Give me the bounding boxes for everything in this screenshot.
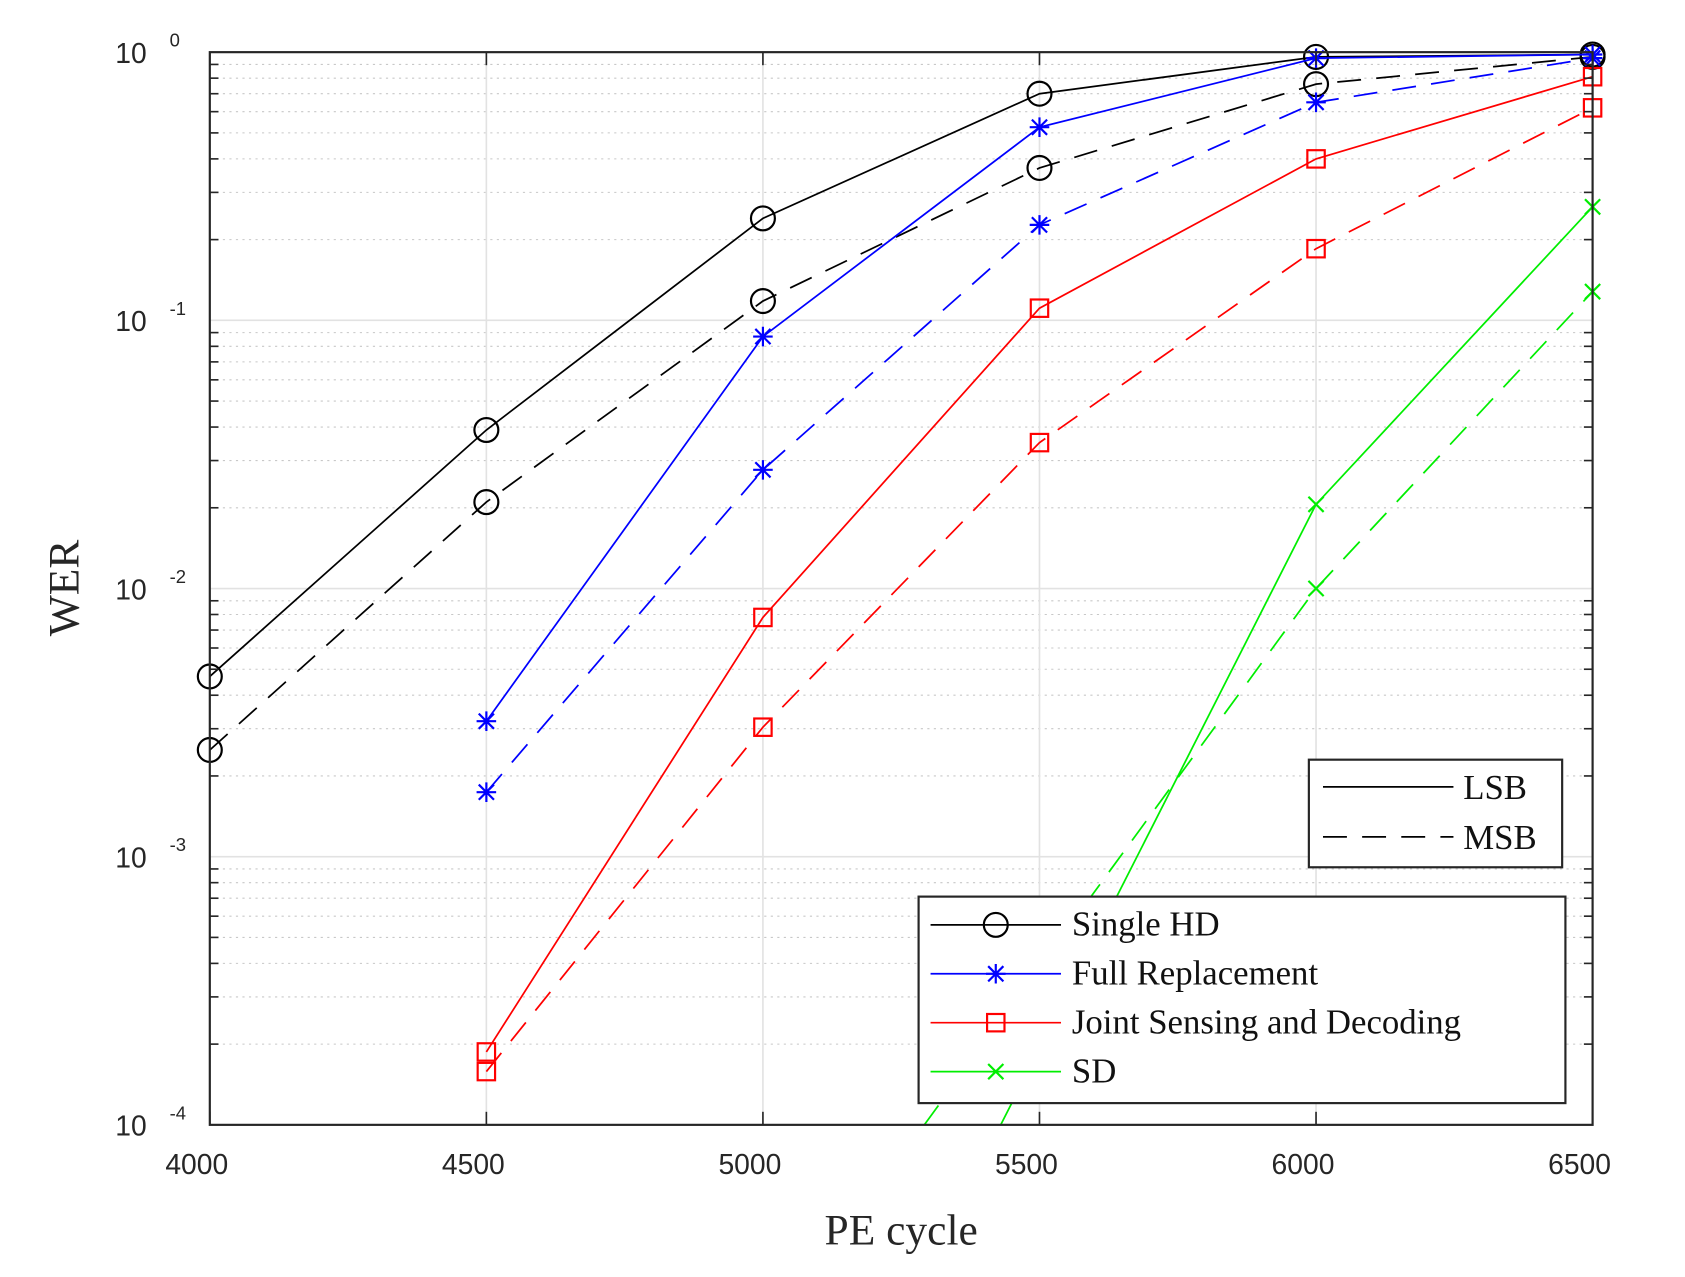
- asterisk-marker: [753, 460, 773, 480]
- square-marker: [476, 1042, 497, 1062]
- square-marker: [1029, 298, 1050, 318]
- legend-box: [917, 895, 1567, 1105]
- series-single-hd-msb: [196, 43, 1606, 764]
- x-tick-label: 6500: [1548, 1148, 1611, 1180]
- legend-method: Single HD Full Replacement Joint Sensing a…: [917, 895, 1567, 1105]
- y-tick-label-base: 10: [115, 37, 146, 69]
- y-tick-label-base: 10: [115, 842, 146, 874]
- x-tick-label: 4000: [165, 1148, 228, 1180]
- legend-label: Single HD: [1072, 905, 1220, 944]
- series-single-hd-lsb: [196, 41, 1606, 690]
- y-tick-label-exponent: 0: [170, 30, 180, 51]
- circle-marker: [1026, 154, 1053, 182]
- circle-marker: [982, 911, 1009, 938]
- legend-label: LSB: [1463, 768, 1527, 807]
- y-tick-label-exponent: -4: [170, 1102, 186, 1123]
- circle-marker: [473, 416, 500, 444]
- asterisk-marker: [985, 963, 1006, 984]
- square-marker: [985, 1012, 1006, 1033]
- x-axis-label: PE cycle: [825, 1206, 978, 1254]
- asterisk-marker: [476, 711, 497, 731]
- y-tick-label-exponent: -2: [170, 566, 186, 587]
- y-tick-label-exponent: -1: [170, 298, 186, 319]
- y-tick-label-exponent: -3: [170, 834, 186, 855]
- circle-marker: [749, 288, 776, 315]
- asterisk-marker: [1029, 215, 1050, 235]
- circle-marker: [473, 489, 500, 516]
- x-tick-label: 6000: [1272, 1148, 1335, 1180]
- x-marker: [1307, 580, 1325, 597]
- square-marker: [1306, 149, 1326, 169]
- series-line: [485, 107, 1593, 1073]
- asterisk-marker: [1029, 117, 1050, 137]
- asterisk-marker: [753, 326, 773, 347]
- y-tick-label-base: 10: [115, 305, 146, 337]
- legend-label: SD: [1072, 1051, 1116, 1090]
- y-tick-label-base: 10: [115, 1110, 146, 1142]
- square-marker: [753, 717, 773, 737]
- x-tick-label: 4500: [442, 1148, 505, 1180]
- square-marker: [1029, 432, 1050, 453]
- y-axis-label: WER: [40, 540, 88, 637]
- series-group: [196, 41, 1606, 1126]
- asterisk-marker: [1306, 92, 1326, 113]
- series-line: [209, 53, 1593, 678]
- square-marker: [753, 607, 773, 628]
- x-tick-label: 5500: [995, 1148, 1058, 1180]
- circle-marker: [1026, 80, 1053, 107]
- legend-box: [1307, 758, 1564, 869]
- square-marker: [1306, 238, 1326, 259]
- ticks: 10 0 10 -1 10 -2 10 -3 10 -4 4000 4500 5000 5500 6000 6…: [115, 30, 1611, 1180]
- x-marker: [1307, 495, 1325, 513]
- series-line: [485, 75, 1593, 1053]
- y-tick-label-base: 10: [115, 573, 146, 605]
- series-joint-sensing-and-decoding-msb: [476, 98, 1603, 1082]
- asterisk-marker: [476, 782, 497, 802]
- legend-label: MSB: [1463, 818, 1536, 857]
- plot-frame: [208, 51, 1594, 1126]
- square-marker: [476, 1061, 497, 1082]
- legend-label: Joint Sensing and Decoding: [1072, 1003, 1461, 1042]
- x-marker: [987, 1063, 1005, 1080]
- legend-bit: LSB MSB: [1307, 758, 1564, 869]
- circle-marker: [749, 205, 776, 232]
- circle-marker: [1302, 43, 1330, 70]
- legend-label: Full Replacement: [1072, 954, 1319, 993]
- x-tick-label: 5000: [718, 1148, 781, 1180]
- series-line: [209, 56, 1593, 751]
